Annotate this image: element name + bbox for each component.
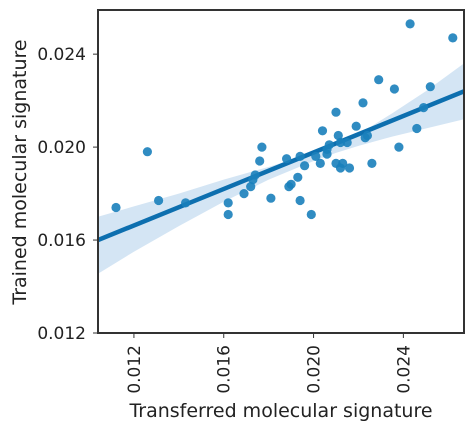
- data-point: [239, 189, 249, 199]
- data-point: [282, 154, 292, 164]
- data-point: [295, 151, 305, 161]
- data-point: [181, 198, 191, 208]
- plot-area: [98, 19, 464, 274]
- y-axis-label: Trained molecular signature: [9, 39, 31, 305]
- data-point: [412, 123, 422, 134]
- regression-line: [98, 89, 464, 243]
- x-axis-ticks: 0.012 0.016 0.020 0.024: [125, 333, 414, 394]
- data-point: [331, 107, 341, 117]
- x-tick-label: 0.020: [305, 345, 325, 394]
- data-point: [358, 98, 368, 108]
- data-point: [266, 193, 276, 203]
- data-point: [344, 163, 355, 173]
- data-point: [425, 82, 435, 92]
- data-point: [111, 202, 121, 213]
- x-axis-label: Transferred molecular signature: [128, 400, 432, 422]
- data-point: [335, 137, 346, 148]
- data-point: [142, 147, 152, 157]
- data-point: [419, 103, 429, 113]
- data-point: [405, 19, 415, 29]
- data-point: [394, 142, 404, 152]
- data-point: [255, 156, 265, 166]
- data-point: [342, 137, 352, 148]
- data-point: [250, 170, 260, 180]
- data-point: [374, 75, 384, 85]
- data-point: [315, 158, 325, 168]
- data-point: [317, 126, 328, 136]
- data-points: [111, 19, 458, 220]
- data-point: [306, 209, 316, 220]
- y-tick-label: 0.012: [37, 324, 86, 344]
- y-axis-ticks: 0.012 0.016 0.020 0.024: [37, 45, 98, 344]
- y-tick-label: 0.024: [37, 45, 86, 65]
- data-point: [333, 130, 343, 141]
- y-tick-label: 0.016: [37, 231, 86, 251]
- data-point: [448, 33, 458, 43]
- x-tick-label: 0.016: [215, 345, 235, 394]
- data-point: [362, 130, 372, 141]
- data-point: [293, 172, 303, 182]
- data-point: [389, 84, 399, 94]
- data-point: [257, 142, 267, 152]
- data-point: [286, 179, 296, 189]
- data-point: [223, 198, 233, 208]
- confidence-band: [98, 63, 464, 274]
- data-point: [246, 182, 256, 192]
- data-point: [300, 161, 310, 171]
- x-tick-label: 0.012: [125, 345, 145, 394]
- data-point: [295, 195, 305, 206]
- data-point: [311, 151, 321, 161]
- x-tick-label: 0.024: [394, 345, 414, 394]
- data-point: [367, 158, 377, 168]
- data-point: [223, 209, 233, 220]
- data-point: [324, 140, 334, 150]
- y-tick-label: 0.020: [37, 138, 86, 158]
- data-point: [154, 195, 164, 206]
- data-point: [338, 158, 348, 168]
- data-point: [351, 121, 361, 131]
- plot-frame: [97, 9, 465, 334]
